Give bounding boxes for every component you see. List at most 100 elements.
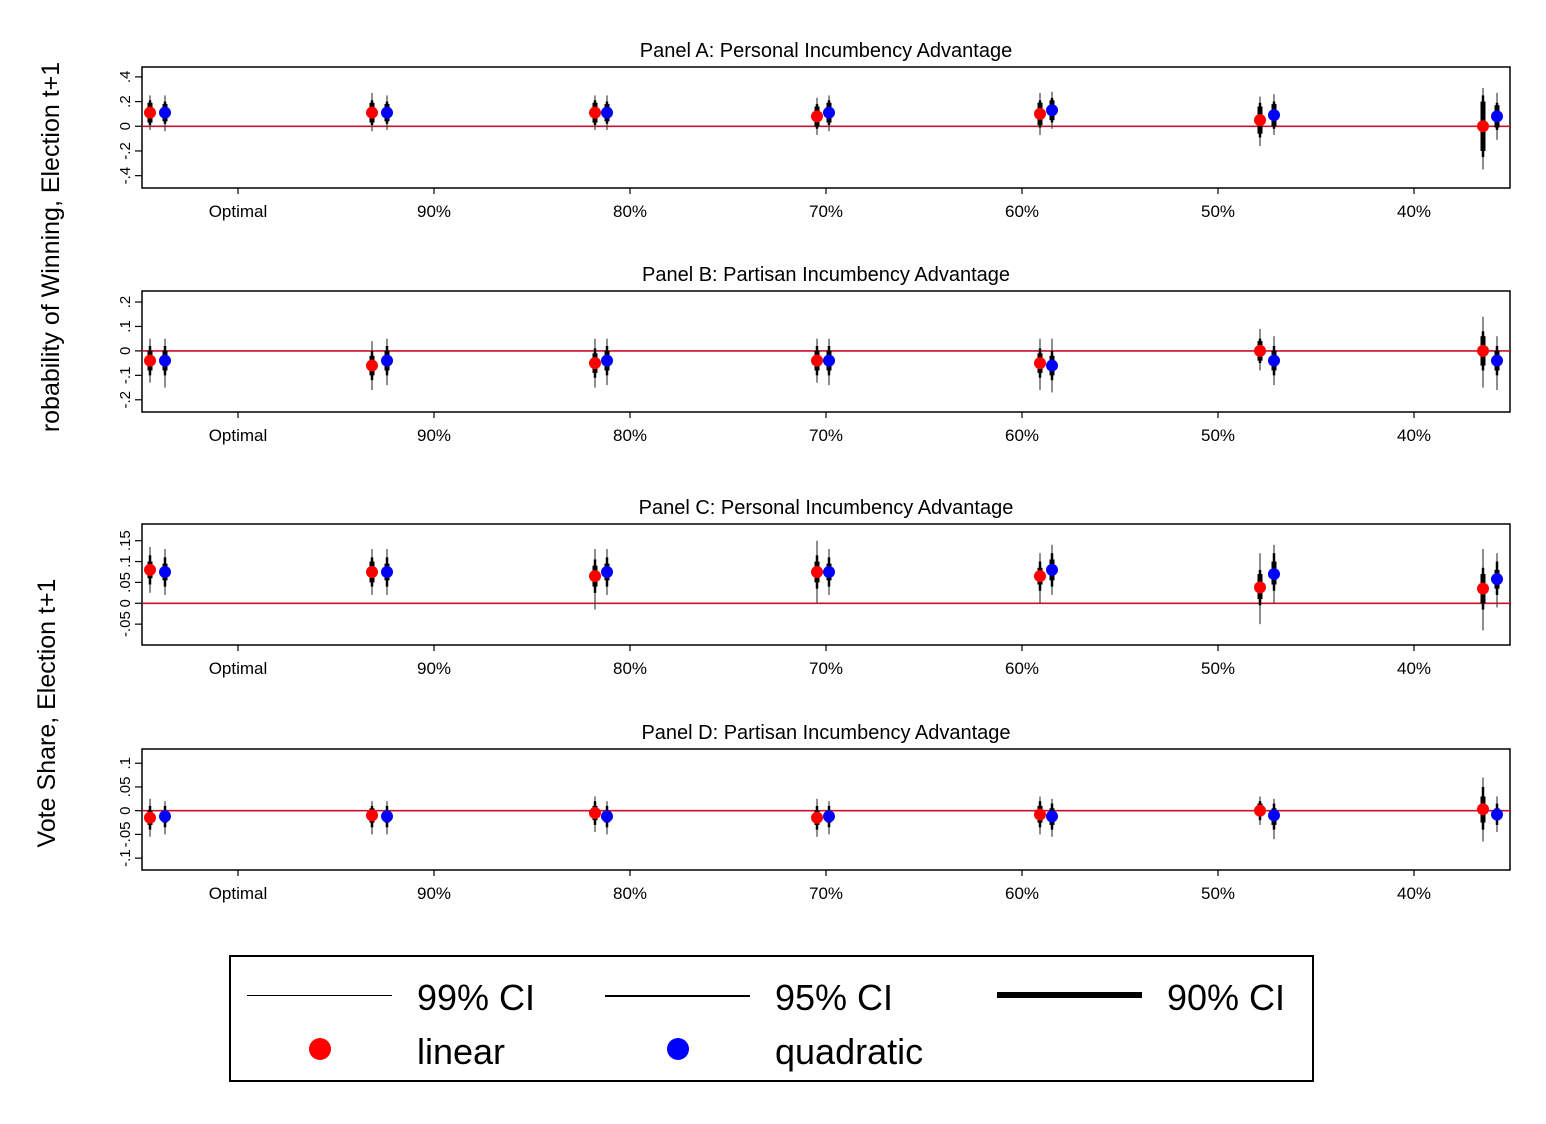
panel-b-linear-point [144, 354, 156, 367]
panel-d-xtick-label: 80% [613, 884, 647, 903]
panel-d-xtick-label: 50% [1201, 884, 1235, 903]
panel-a-quadratic-point [823, 106, 835, 119]
y-axis-label-probability: robability of Winning, Election t+1 [37, 61, 65, 433]
panel-b-xtick-label: 60% [1005, 426, 1039, 445]
panel-d-ytick-label: .05 [117, 777, 134, 798]
panel-d-linear-point [811, 811, 823, 824]
panel-c-quadratic-point [381, 565, 393, 578]
panel-b-quadratic-point [381, 354, 393, 367]
panel-b-linear-point [1034, 357, 1046, 370]
panel-c-ytick-label: 0 [117, 599, 134, 607]
panel-c-frame [141, 523, 1511, 646]
panel-d-linear-point [366, 809, 378, 822]
panel-d-title: Panel D: Partisan Incumbency Advantage [641, 722, 1010, 744]
panel-a-xtick-label: 80% [613, 202, 647, 221]
panel-a-ytick-label: .2 [117, 95, 134, 108]
panel-d-quadratic-point [1268, 809, 1280, 822]
panel-b-quadratic-point [1491, 354, 1503, 367]
panel-a-xtick-label: Optimal [209, 202, 268, 221]
panel-b-xtick-label: 90% [417, 426, 451, 445]
panel-d-linear-point [589, 807, 601, 820]
panel-a-quadratic-point [1491, 110, 1503, 123]
panel-b-quadratic-point [1268, 354, 1280, 367]
panel-b-title: Panel B: Partisan Incumbency Advantage [642, 264, 1010, 286]
panel-c-title: Panel C: Personal Incumbency Advantage [639, 497, 1014, 519]
panel-c-quadratic-point [1268, 568, 1280, 581]
panel-c-quadratic-point [1046, 563, 1058, 576]
panel-c-ytick-label: -.05 [117, 611, 134, 637]
panel-b-ytick-label: .2 [117, 296, 134, 309]
legend-label-quadratic: quadratic [775, 1031, 924, 1072]
panel-b-xtick-label: 50% [1201, 426, 1235, 445]
panel-c-xtick-label: 90% [417, 659, 451, 678]
panel-d-frame [141, 748, 1511, 871]
panel-b-linear-point [589, 357, 601, 370]
panel-c-linear-point [366, 565, 378, 578]
panel-c-xtick-label: 60% [1005, 659, 1039, 678]
panel-a-linear-point [1254, 114, 1266, 127]
panel-b-ytick-label: -.1 [117, 367, 134, 385]
panel-a-xtick-label: 70% [809, 202, 843, 221]
panel-b-linear-point [366, 359, 378, 372]
panel-d-linear-point [1034, 808, 1046, 821]
panel-a-ytick-label: -.4 [117, 167, 134, 185]
panel-a-quadratic-point [1046, 104, 1058, 117]
panel-d-ytick-label: -.1 [117, 849, 134, 867]
panel-b-quadratic-point [823, 354, 835, 367]
panel-c-xtick-label: 50% [1201, 659, 1235, 678]
panel-b-ytick-label: -.2 [117, 391, 134, 409]
panel-c-xtick-label: 70% [809, 659, 843, 678]
panel-d-quadratic-point [1046, 810, 1058, 823]
panel-d-xtick-label: 70% [809, 884, 843, 903]
panel-c-ytick-label: .05 [117, 572, 134, 593]
panel-d-xtick-label: 90% [417, 884, 451, 903]
panel-d-quadratic-point [159, 810, 171, 823]
panel-c-ytick-label: .1 [117, 555, 134, 568]
panel-b-xtick-label: 80% [613, 426, 647, 445]
legend: 99% CI 95% CI 90% CI linear quadratic [229, 955, 1314, 1082]
panel-c-linear-point [1034, 570, 1046, 583]
panel-b-quadratic-point [159, 354, 171, 367]
panel-b-quadratic-point [1046, 359, 1058, 372]
panel-a-quadratic-point [159, 106, 171, 119]
panel-a-linear-point [1477, 120, 1489, 133]
panel-a-linear-point [144, 106, 156, 119]
panel-c-linear-point [1477, 582, 1489, 595]
panel-b-ytick-label: 0 [117, 347, 134, 355]
panel-a-ytick-label: 0 [117, 122, 134, 130]
panel-d-ytick-label: -.05 [117, 821, 134, 847]
panel-a-quadratic-point [381, 106, 393, 119]
panel-d-xtick-label: 40% [1397, 884, 1431, 903]
panel-c-linear-point [1254, 581, 1266, 594]
panel-d-linear-point [144, 811, 156, 824]
panel-d-quadratic-point [601, 810, 613, 823]
panel-b-ytick-label: .1 [117, 320, 134, 333]
panel-c-linear-point [589, 570, 601, 583]
panel-a-ytick-label: -.2 [117, 142, 134, 160]
panel-c-quadratic-point [1491, 573, 1503, 586]
panel-d-quadratic-point [381, 810, 393, 823]
panel-d-xtick-label: 60% [1005, 884, 1039, 903]
panel-a-frame [141, 66, 1511, 189]
panel-c-quadratic-point [823, 565, 835, 578]
legend-label-99ci: 99% CI [417, 977, 536, 1018]
legend-label-linear: linear [417, 1031, 506, 1072]
panel-c-linear-point [144, 563, 156, 576]
panel-b-xtick-label: 70% [809, 426, 843, 445]
panel-a-linear-point [589, 106, 601, 119]
panel-d-linear-point [1254, 804, 1266, 817]
panel-a-quadratic-point [601, 106, 613, 119]
panel-d-ytick-label: .1 [117, 757, 134, 770]
panel-d-quadratic-point [1491, 808, 1503, 821]
panel-d-linear-point [1477, 803, 1489, 816]
legend-line-95ci [605, 995, 750, 997]
panel-d-xtick-label: Optimal [209, 884, 268, 903]
panel-a-linear-point [1034, 107, 1046, 120]
panel-a-title: Panel A: Personal Incumbency Advantage [640, 40, 1012, 62]
panel-b-linear-point [1477, 344, 1489, 357]
y-axis-label-vote-share: Vote Share, Election t+1 [33, 578, 61, 848]
panel-d-quadratic-point [823, 810, 835, 823]
panel-a-xtick-label: 40% [1397, 202, 1431, 221]
panel-a-ytick-label: .4 [117, 71, 134, 84]
